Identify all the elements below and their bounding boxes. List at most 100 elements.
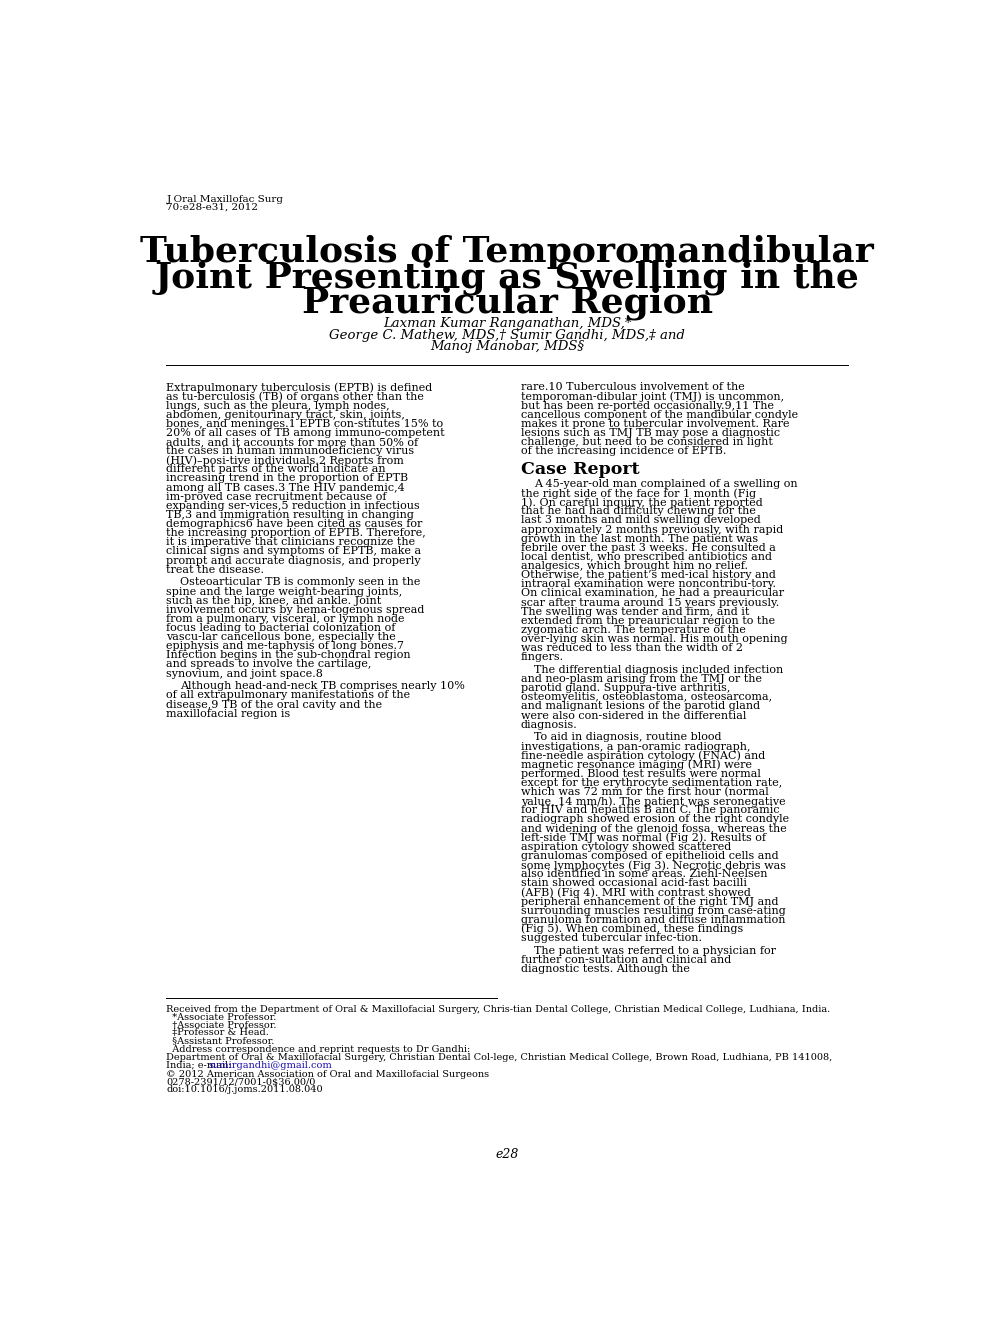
Text: To aid in diagnosis, routine blood: To aid in diagnosis, routine blood <box>535 733 722 742</box>
Text: different parts of the world indicate an: different parts of the world indicate an <box>166 465 386 474</box>
Text: and neo-plasm arising from the TMJ or the: and neo-plasm arising from the TMJ or th… <box>521 675 761 684</box>
Text: analgesics, which brought him no relief.: analgesics, which brought him no relief. <box>521 561 747 572</box>
Text: Joint Presenting as Swelling in the: Joint Presenting as Swelling in the <box>155 260 859 294</box>
Text: The patient was referred to a physician for: The patient was referred to a physician … <box>535 945 776 956</box>
Text: adults, and it accounts for more than 50% of: adults, and it accounts for more than 50… <box>166 437 419 447</box>
Text: and malignant lesions of the parotid gland: and malignant lesions of the parotid gla… <box>521 701 759 711</box>
Text: maxillofacial region is: maxillofacial region is <box>166 709 291 718</box>
Text: investigations, a pan-oramic radiograph,: investigations, a pan-oramic radiograph, <box>521 742 750 751</box>
Text: fingers.: fingers. <box>521 652 563 663</box>
Text: value, 14 mm/h). The patient was seronegative: value, 14 mm/h). The patient was seroneg… <box>521 796 785 807</box>
Text: Address correspondence and reprint requests to Dr Gandhi:: Address correspondence and reprint reque… <box>166 1045 470 1055</box>
Text: growth in the last month. The patient was: growth in the last month. The patient wa… <box>521 533 757 544</box>
Text: Case Report: Case Report <box>521 461 640 478</box>
Text: Infection begins in the sub-chondral region: Infection begins in the sub-chondral reg… <box>166 651 411 660</box>
Text: bones, and meninges.1 EPTB con-stitutes 15% to: bones, and meninges.1 EPTB con-stitutes … <box>166 418 444 429</box>
Text: prompt and accurate diagnosis, and properly: prompt and accurate diagnosis, and prope… <box>166 556 421 565</box>
Text: of all extrapulmonary manifestations of the: of all extrapulmonary manifestations of … <box>166 690 411 701</box>
Text: *Associate Professor.: *Associate Professor. <box>166 1012 277 1022</box>
Text: (HIV)–posi-tive individuals.2 Reports from: (HIV)–posi-tive individuals.2 Reports fr… <box>166 455 404 466</box>
Text: Manoj Manobar, MDS§: Manoj Manobar, MDS§ <box>431 341 584 354</box>
Text: aspiration cytology showed scattered: aspiration cytology showed scattered <box>521 842 731 851</box>
Text: Department of Oral & Maxillofacial Surgery, Christian Dental Col-lege, Christian: Department of Oral & Maxillofacial Surge… <box>166 1053 833 1061</box>
Text: involvement occurs by hema-togenous spread: involvement occurs by hema-togenous spre… <box>166 605 425 615</box>
Text: 20% of all cases of TB among immuno-competent: 20% of all cases of TB among immuno-comp… <box>166 428 445 438</box>
Text: vascu-lar cancellous bone, especially the: vascu-lar cancellous bone, especially th… <box>166 632 396 642</box>
Text: The differential diagnosis included infection: The differential diagnosis included infe… <box>535 665 784 675</box>
Text: were also con-sidered in the differential: were also con-sidered in the differentia… <box>521 710 745 721</box>
Text: also identified in some areas. Ziehl-Neelsen: also identified in some areas. Ziehl-Nee… <box>521 869 767 879</box>
Text: for HIV and hepatitis B and C. The panoramic: for HIV and hepatitis B and C. The panor… <box>521 805 779 816</box>
Text: except for the erythrocyte sedimentation rate,: except for the erythrocyte sedimentation… <box>521 777 782 788</box>
Text: approximately 2 months previously, with rapid: approximately 2 months previously, with … <box>521 524 783 535</box>
Text: sumirgandhi@gmail.com: sumirgandhi@gmail.com <box>209 1060 333 1069</box>
Text: India; e-mail:: India; e-mail: <box>166 1060 235 1069</box>
Text: Although head-and-neck TB comprises nearly 10%: Although head-and-neck TB comprises near… <box>180 681 465 692</box>
Text: challenge, but need to be considered in light: challenge, but need to be considered in … <box>521 437 772 447</box>
Text: Received from the Department of Oral & Maxillofacial Surgery, Chris-tian Dental : Received from the Department of Oral & M… <box>166 1006 831 1014</box>
Text: 70:e28-e31, 2012: 70:e28-e31, 2012 <box>166 203 258 211</box>
Text: and widening of the glenoid fossa, whereas the: and widening of the glenoid fossa, where… <box>521 824 786 834</box>
Text: (AFB) (Fig 4). MRI with contrast showed: (AFB) (Fig 4). MRI with contrast showed <box>521 887 750 898</box>
Text: stain showed occasional acid-fast bacilli: stain showed occasional acid-fast bacill… <box>521 878 746 888</box>
Text: magnetic resonance imaging (MRI) were: magnetic resonance imaging (MRI) were <box>521 760 751 771</box>
Text: © 2012 American Association of Oral and Maxillofacial Surgeons: © 2012 American Association of Oral and … <box>166 1071 489 1078</box>
Text: febrile over the past 3 weeks. He consulted a: febrile over the past 3 weeks. He consul… <box>521 543 775 553</box>
Text: focus leading to bacterial colonization of: focus leading to bacterial colonization … <box>166 623 396 634</box>
Text: such as the hip, knee, and ankle. Joint: such as the hip, knee, and ankle. Joint <box>166 595 381 606</box>
Text: osteomyelitis, osteoblastoma, osteosarcoma,: osteomyelitis, osteoblastoma, osteosarco… <box>521 692 771 702</box>
Text: over-lying skin was normal. His mouth opening: over-lying skin was normal. His mouth op… <box>521 634 787 644</box>
Text: 1). On careful inquiry, the patient reported: 1). On careful inquiry, the patient repo… <box>521 498 762 508</box>
Text: fine-needle aspiration cytology (FNAC) and: fine-needle aspiration cytology (FNAC) a… <box>521 751 765 762</box>
Text: the right side of the face for 1 month (Fig: the right side of the face for 1 month (… <box>521 488 755 499</box>
Text: some lymphocytes (Fig 3). Necrotic debris was: some lymphocytes (Fig 3). Necrotic debri… <box>521 861 785 871</box>
Text: disease,9 TB of the oral cavity and the: disease,9 TB of the oral cavity and the <box>166 700 382 710</box>
Text: as tu-berculosis (TB) of organs other than the: as tu-berculosis (TB) of organs other th… <box>166 392 425 403</box>
Text: TB,3 and immigration resulting in changing: TB,3 and immigration resulting in changi… <box>166 510 414 520</box>
Text: which was 72 mm for the first hour (normal: which was 72 mm for the first hour (norm… <box>521 787 768 797</box>
Text: 0278-2391/12/7001-0$36.00/0: 0278-2391/12/7001-0$36.00/0 <box>166 1077 316 1086</box>
Text: of the increasing incidence of EPTB.: of the increasing incidence of EPTB. <box>521 446 726 457</box>
Text: the cases in human immunodeficiency virus: the cases in human immunodeficiency viru… <box>166 446 415 457</box>
Text: it is imperative that clinicians recognize the: it is imperative that clinicians recogni… <box>166 537 416 548</box>
Text: George C. Mathew, MDS,† Sumir Gandhi, MDS,‡ and: George C. Mathew, MDS,† Sumir Gandhi, MD… <box>330 329 685 342</box>
Text: (Fig 5). When combined, these findings: (Fig 5). When combined, these findings <box>521 924 742 935</box>
Text: †Associate Professor.: †Associate Professor. <box>166 1020 277 1030</box>
Text: On clinical examination, he had a preauricular: On clinical examination, he had a preaur… <box>521 589 784 598</box>
Text: im-proved case recruitment because of: im-proved case recruitment because of <box>166 491 387 502</box>
Text: The swelling was tender and firm, and it: The swelling was tender and firm, and it <box>521 607 748 616</box>
Text: abdomen, genitourinary tract, skin, joints,: abdomen, genitourinary tract, skin, join… <box>166 409 405 420</box>
Text: was reduced to less than the width of 2: was reduced to less than the width of 2 <box>521 643 742 653</box>
Text: Otherwise, the patient’s med-ical history and: Otherwise, the patient’s med-ical histor… <box>521 570 775 581</box>
Text: Preauricular Region: Preauricular Region <box>302 285 713 319</box>
Text: further con-sultation and clinical and: further con-sultation and clinical and <box>521 954 731 965</box>
Text: granuloma formation and diffuse inflammation: granuloma formation and diffuse inflamma… <box>521 915 785 925</box>
Text: that he had had difficulty chewing for the: that he had had difficulty chewing for t… <box>521 507 755 516</box>
Text: suggested tubercular infec-tion.: suggested tubercular infec-tion. <box>521 933 702 942</box>
Text: granulomas composed of epithelioid cells and: granulomas composed of epithelioid cells… <box>521 851 778 861</box>
Text: ‡Professor & Head.: ‡Professor & Head. <box>166 1028 269 1038</box>
Text: the increasing proportion of EPTB. Therefore,: the increasing proportion of EPTB. There… <box>166 528 426 539</box>
Text: e28: e28 <box>496 1148 519 1160</box>
Text: makes it prone to tubercular involvement. Rare: makes it prone to tubercular involvement… <box>521 418 789 429</box>
Text: diagnosis.: diagnosis. <box>521 719 577 730</box>
Text: parotid gland. Suppura-tive arthritis,: parotid gland. Suppura-tive arthritis, <box>521 684 730 693</box>
Text: last 3 months and mild swelling developed: last 3 months and mild swelling develope… <box>521 515 760 525</box>
Text: local dentist, who prescribed antibiotics and: local dentist, who prescribed antibiotic… <box>521 552 771 562</box>
Text: extended from the preauricular region to the: extended from the preauricular region to… <box>521 615 774 626</box>
Text: from a pulmonary, visceral, or lymph node: from a pulmonary, visceral, or lymph nod… <box>166 614 405 624</box>
Text: Osteoarticular TB is commonly seen in the: Osteoarticular TB is commonly seen in th… <box>180 577 421 587</box>
Text: treat the disease.: treat the disease. <box>166 565 264 574</box>
Text: lesions such as TMJ TB may pose a diagnostic: lesions such as TMJ TB may pose a diagno… <box>521 428 780 438</box>
Text: radiograph showed erosion of the right condyle: radiograph showed erosion of the right c… <box>521 814 789 825</box>
Text: doi:10.1016/j.joms.2011.08.040: doi:10.1016/j.joms.2011.08.040 <box>166 1085 323 1094</box>
Text: intraoral examination were noncontribu-tory.: intraoral examination were noncontribu-t… <box>521 579 775 589</box>
Text: A 45-year-old man complained of a swelling on: A 45-year-old man complained of a swelli… <box>535 479 798 488</box>
Text: peripheral enhancement of the right TMJ and: peripheral enhancement of the right TMJ … <box>521 896 778 907</box>
Text: but has been re-ported occasionally.9,11 The: but has been re-ported occasionally.9,11… <box>521 400 773 411</box>
Text: synovium, and joint space.8: synovium, and joint space.8 <box>166 668 324 678</box>
Text: and spreads to involve the cartilage,: and spreads to involve the cartilage, <box>166 660 372 669</box>
Text: among all TB cases.3 The HIV pandemic,4: among all TB cases.3 The HIV pandemic,4 <box>166 483 405 492</box>
Text: left-side TMJ was normal (Fig 2). Results of: left-side TMJ was normal (Fig 2). Result… <box>521 833 765 843</box>
Text: Laxman Kumar Ranganathan, MDS,*: Laxman Kumar Ranganathan, MDS,* <box>383 318 632 330</box>
